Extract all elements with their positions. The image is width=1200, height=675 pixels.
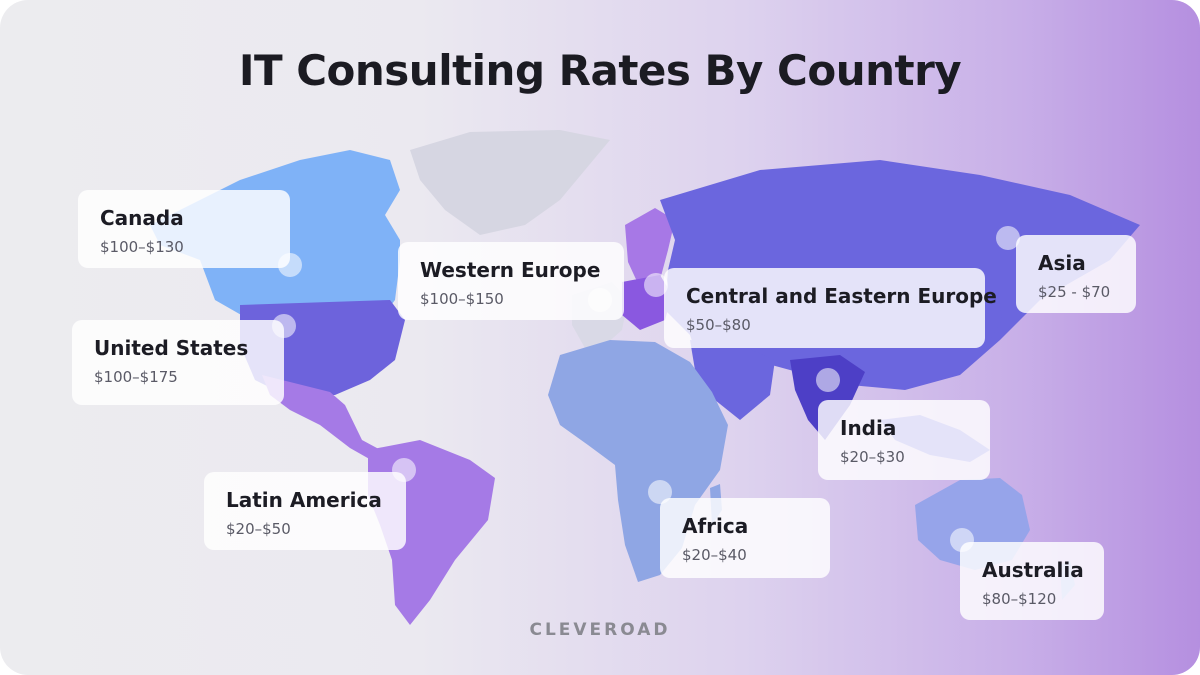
region-name: Latin America: [226, 488, 382, 512]
region-card-united-states: United States $100–$175: [72, 320, 284, 405]
greenland-region: [410, 130, 610, 235]
central-eastern-europe-marker: [644, 273, 668, 297]
region-rate: $25 - $70: [1038, 283, 1111, 301]
central-america-region: [262, 375, 390, 465]
region-card-india: India $20–$30: [818, 400, 990, 480]
region-card-canada: Canada $100–$130: [78, 190, 290, 268]
region-rate: $80–$120: [982, 590, 1057, 608]
region-name: Africa: [682, 514, 749, 538]
region-rate: $20–$50: [226, 520, 291, 538]
region-name: Central and Eastern Europe: [686, 284, 997, 308]
region-name: Canada: [100, 206, 184, 230]
brand-logo: CLEVEROAD: [529, 620, 671, 640]
region-card-latin-america: Latin America $20–$50: [204, 472, 406, 550]
region-card-africa: Africa $20–$40: [660, 498, 830, 578]
middle-east-region: [690, 340, 775, 420]
asia-marker: [996, 226, 1020, 250]
region-name: United States: [94, 336, 249, 360]
japan-region: [980, 292, 1002, 340]
region-card-australia: Australia $80–$120: [960, 542, 1104, 620]
region-name: Asia: [1038, 251, 1086, 275]
region-rate: $50–$80: [686, 316, 751, 334]
india-marker: [816, 368, 840, 392]
region-rate: $20–$40: [682, 546, 747, 564]
india-region: [790, 355, 865, 440]
region-card-asia: Asia $25 - $70: [1016, 235, 1136, 313]
scandinavia-region: [625, 208, 675, 288]
region-rate: $20–$30: [840, 448, 905, 466]
region-card-western-europe: Western Europe $100–$150: [398, 242, 624, 320]
region-card-central-eastern-europe: Central and Eastern Europe $50–$80: [664, 268, 997, 348]
page-title: IT Consulting Rates By Country: [238, 46, 962, 95]
region-name: Australia: [982, 558, 1084, 582]
region-rate: $100–$150: [420, 290, 504, 308]
region-rate: $100–$130: [100, 238, 184, 256]
region-name: Western Europe: [420, 258, 601, 282]
region-name: India: [840, 416, 897, 440]
region-rate: $100–$175: [94, 368, 178, 386]
